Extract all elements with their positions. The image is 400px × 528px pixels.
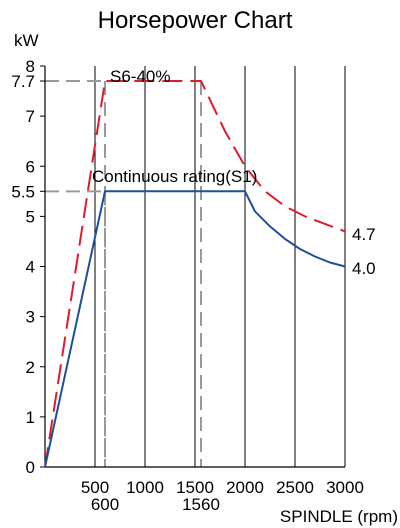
series-lines bbox=[44, 80, 346, 468]
reference-lines bbox=[45, 80, 202, 467]
series-line-0 bbox=[44, 80, 346, 468]
x-axis-label: SPINDLE (rpm) bbox=[280, 507, 398, 526]
end-value-s1: 4.0 bbox=[352, 259, 376, 278]
x-tick-label-3: 2000 bbox=[226, 478, 264, 497]
x-tick-label-6: 600 bbox=[91, 495, 119, 514]
series-line-1 bbox=[44, 190, 346, 468]
x-tick-label-5: 3000 bbox=[326, 478, 364, 497]
y-tick-label-5: 5 bbox=[26, 207, 35, 226]
y-tick-label-2: 2 bbox=[26, 358, 35, 377]
series-labels: S6-40% Continuous rating(S1) 4.7 4.0 bbox=[92, 67, 376, 278]
y-tick-label-7: 6 bbox=[26, 157, 35, 176]
y-tick-label-1: 1 bbox=[26, 408, 35, 427]
chart-title: Horsepower Chart bbox=[98, 7, 293, 34]
y-tick-label-10: 8 bbox=[26, 57, 35, 76]
grid-lines bbox=[94, 66, 346, 467]
y-tick-label-4: 4 bbox=[26, 258, 35, 277]
tick-labels: 0 1 2 3 4 5 5.5 6 7 7.78 500 1000 1500 2000 2500 3000 60… bbox=[11, 57, 364, 514]
x-tick-label-0: 500 bbox=[81, 478, 109, 497]
axes bbox=[40, 65, 345, 468]
y-tick-label-3: 3 bbox=[26, 308, 35, 327]
y-axis-label: kW bbox=[14, 31, 39, 50]
y-tick-label-9: 7.7 bbox=[11, 72, 35, 91]
series-label-s6: S6-40% bbox=[110, 67, 170, 86]
series-label-s1: Continuous rating(S1) bbox=[92, 167, 257, 186]
x-tick-label-7: 1560 bbox=[182, 495, 220, 514]
x-tick-label-4: 2500 bbox=[276, 478, 314, 497]
end-value-s6: 4.7 bbox=[352, 225, 376, 244]
x-tick-label-1: 1000 bbox=[126, 478, 164, 497]
y-tick-label-8: 7 bbox=[26, 107, 35, 126]
y-tick-label-6: 5.5 bbox=[11, 182, 35, 201]
y-tick-label-0: 0 bbox=[26, 458, 35, 477]
x-tick-label-2: 1500 bbox=[176, 478, 214, 497]
